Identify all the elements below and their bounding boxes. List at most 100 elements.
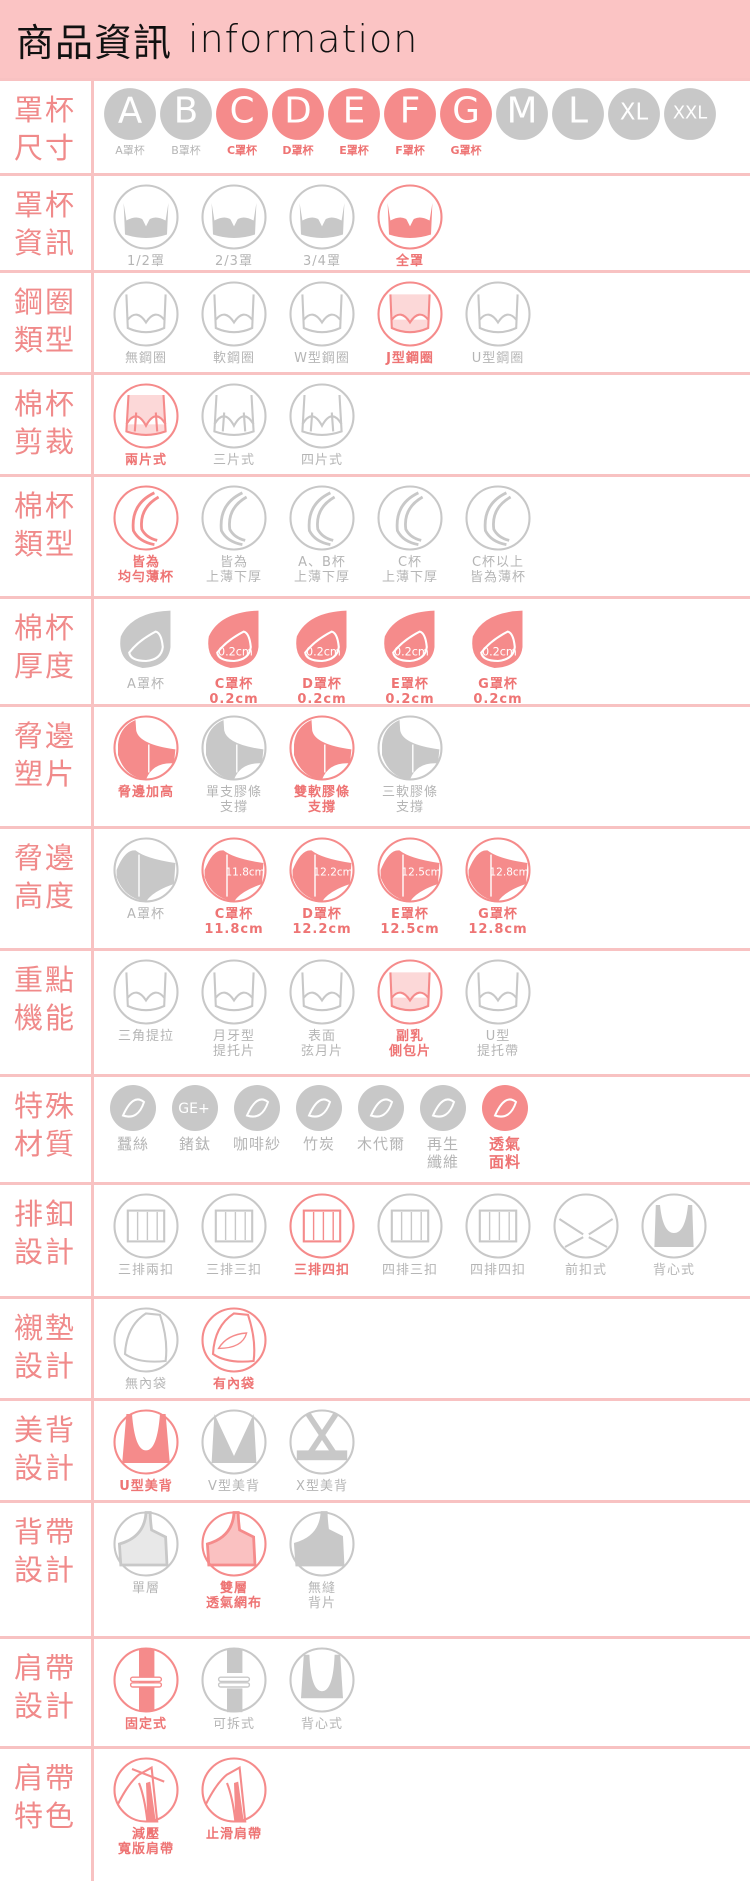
- option-label: 無內袋: [124, 1377, 167, 1392]
- option-label: G罩杯 12.8cm: [468, 907, 528, 937]
- bra-outline-icon: [113, 281, 179, 347]
- option-item: 0.2cm C罩杯 0.2cm: [190, 605, 278, 707]
- cup-letter-icon: XL: [608, 88, 660, 140]
- option-item: 11.8cm C罩杯 11.8cm: [190, 835, 278, 937]
- hooks-icon: [377, 1193, 443, 1259]
- option-label: E罩杯 12.5cm: [380, 907, 440, 937]
- side-height-text: 12.5cm: [402, 867, 441, 879]
- cup-letter: M: [507, 91, 538, 132]
- back-icon: [289, 1409, 355, 1475]
- option-item: XL: [606, 87, 662, 141]
- row-title: 棉杯 剪裁: [0, 375, 94, 474]
- option-label: A、B杯 上薄下厚: [293, 555, 350, 585]
- height-icon: 12.2cm: [289, 837, 355, 903]
- cup-letter: B: [174, 91, 198, 132]
- row-title: 肩帶 特色: [0, 1749, 94, 1881]
- material-text: GE+: [178, 1101, 209, 1117]
- option-item: C杯以上 皆為薄杯: [454, 483, 542, 585]
- spec-table: 罩杯 尺寸 A A罩杯 B B罩杯 C C罩杯 D D罩杯 E E罩杯 F F罩杯 G G罩杯 M L XL XXL…: [0, 78, 750, 1881]
- material-icon: [482, 1085, 528, 1131]
- strap-icon: [113, 1647, 179, 1713]
- shoulder-icon: [201, 1757, 267, 1823]
- option-label: U型美背: [119, 1479, 173, 1494]
- option-item: 軟鋼圈: [190, 279, 278, 366]
- option-label: 雙層 透氣網布: [205, 1581, 262, 1611]
- bra-outline-icon: [201, 959, 267, 1025]
- option-item: D D罩杯: [270, 87, 326, 158]
- option-label: A罩杯: [115, 144, 145, 157]
- option-label: 軟鋼圈: [212, 351, 255, 366]
- cup-letter-icon: XXL: [664, 88, 716, 140]
- side-height-text: 11.8cm: [226, 867, 265, 879]
- option-label: 四排三扣: [381, 1263, 438, 1278]
- spec-row: 重點 機能 三角提拉 月牙型 提托片 表面 弦月片 副乳 側包片 U型 提托帶: [0, 948, 750, 1074]
- option-item: 皆為 上薄下厚: [190, 483, 278, 585]
- option-item: 止滑肩帶: [190, 1755, 278, 1842]
- cup-letter: XL: [620, 99, 649, 125]
- option-item: X型美背: [278, 1407, 366, 1494]
- spec-row: 罩杯 尺寸 A A罩杯 B B罩杯 C C罩杯 D D罩杯 E E罩杯 F F罩杯 G G罩杯 M L XL XXL: [0, 78, 750, 173]
- bra-outline-icon: [289, 959, 355, 1025]
- option-item: 兩片式: [102, 381, 190, 468]
- pad-icon: 0.2cm: [208, 610, 259, 668]
- option-item: 無縫 背片: [278, 1509, 366, 1611]
- bra-outline-icon: [465, 281, 531, 347]
- option-item: M: [494, 87, 550, 141]
- spec-row: 棉杯 類型 皆為 均勻薄杯 皆為 上薄下厚 A、B杯 上薄下厚 C杯 上薄下厚 C杯以上 …: [0, 474, 750, 596]
- crescent-icon: [201, 485, 267, 551]
- option-label: F罩杯: [395, 144, 425, 157]
- option-label: D罩杯: [282, 144, 314, 157]
- band-icon: [289, 1511, 355, 1577]
- option-label: 單支膠條 支撐: [205, 785, 262, 815]
- option-item: 單層: [102, 1509, 190, 1596]
- bra-fill-icon: [113, 184, 179, 250]
- option-label: C罩杯: [226, 144, 258, 157]
- option-item: 前扣式: [542, 1191, 630, 1278]
- option-list: A罩杯 0.2cm C罩杯 0.2cm 0.2cm D罩杯 0.2cm 0.2cm E罩杯 …: [94, 599, 542, 707]
- option-label: B罩杯: [171, 144, 201, 157]
- band-icon: [113, 1511, 179, 1577]
- hooks-icon: [289, 1193, 355, 1259]
- row-title: 棉杯 類型: [0, 477, 94, 596]
- option-label: 3/4罩: [303, 254, 341, 269]
- row-title: 特殊 材質: [0, 1077, 94, 1182]
- option-item: 四片式: [278, 381, 366, 468]
- option-label: G罩杯: [450, 144, 482, 157]
- option-item: 背心式: [630, 1191, 718, 1278]
- option-label: 皆為 上薄下厚: [205, 555, 262, 585]
- option-item: 四排三扣: [366, 1191, 454, 1278]
- pocket-icon: [113, 1307, 179, 1373]
- option-item: L: [550, 87, 606, 141]
- cup-letter: A: [118, 91, 143, 132]
- crescent-icon: [289, 485, 355, 551]
- material-icon: [234, 1085, 280, 1131]
- option-item: 可拆式: [190, 1645, 278, 1732]
- row-title: 肩帶 設計: [0, 1639, 94, 1746]
- height-icon: [113, 837, 179, 903]
- option-list: U型美背 V型美背 X型美背: [94, 1401, 366, 1500]
- option-item: W型鋼圈: [278, 279, 366, 366]
- spec-row: 罩杯 資訊 1/2罩 2/3罩 3/4罩 全罩: [0, 173, 750, 270]
- header-title-cn: 商品資訊: [16, 20, 173, 65]
- option-label: V型美背: [208, 1479, 260, 1494]
- row-title: 脅邊 高度: [0, 829, 94, 948]
- option-item: A罩杯: [102, 835, 190, 922]
- cup-letter: XXL: [673, 102, 707, 123]
- option-label: 月牙型 提托片: [212, 1029, 255, 1059]
- option-label: 無縫 背片: [307, 1581, 336, 1611]
- option-item: 竹炭: [288, 1083, 350, 1153]
- option-item: 木代爾: [350, 1083, 412, 1153]
- option-label: C罩杯 11.8cm: [204, 907, 264, 937]
- option-item: 透氣 面料: [474, 1083, 536, 1171]
- row-title: 罩杯 尺寸: [0, 81, 94, 173]
- crescent-icon: [377, 485, 443, 551]
- spec-row: 美背 設計 U型美背 V型美背 X型美背: [0, 1398, 750, 1500]
- side-icon: [377, 715, 443, 781]
- option-label: 皆為 均勻薄杯: [117, 555, 174, 585]
- option-item: GE+ 鍺鈦: [164, 1083, 226, 1153]
- pad-thickness-text: 0.2cm: [482, 645, 517, 658]
- option-label: 雙軟膠條 支撐: [293, 785, 350, 815]
- option-label: 固定式: [124, 1717, 167, 1732]
- option-label: 止滑肩帶: [205, 1827, 262, 1842]
- option-label: W型鋼圈: [294, 351, 350, 366]
